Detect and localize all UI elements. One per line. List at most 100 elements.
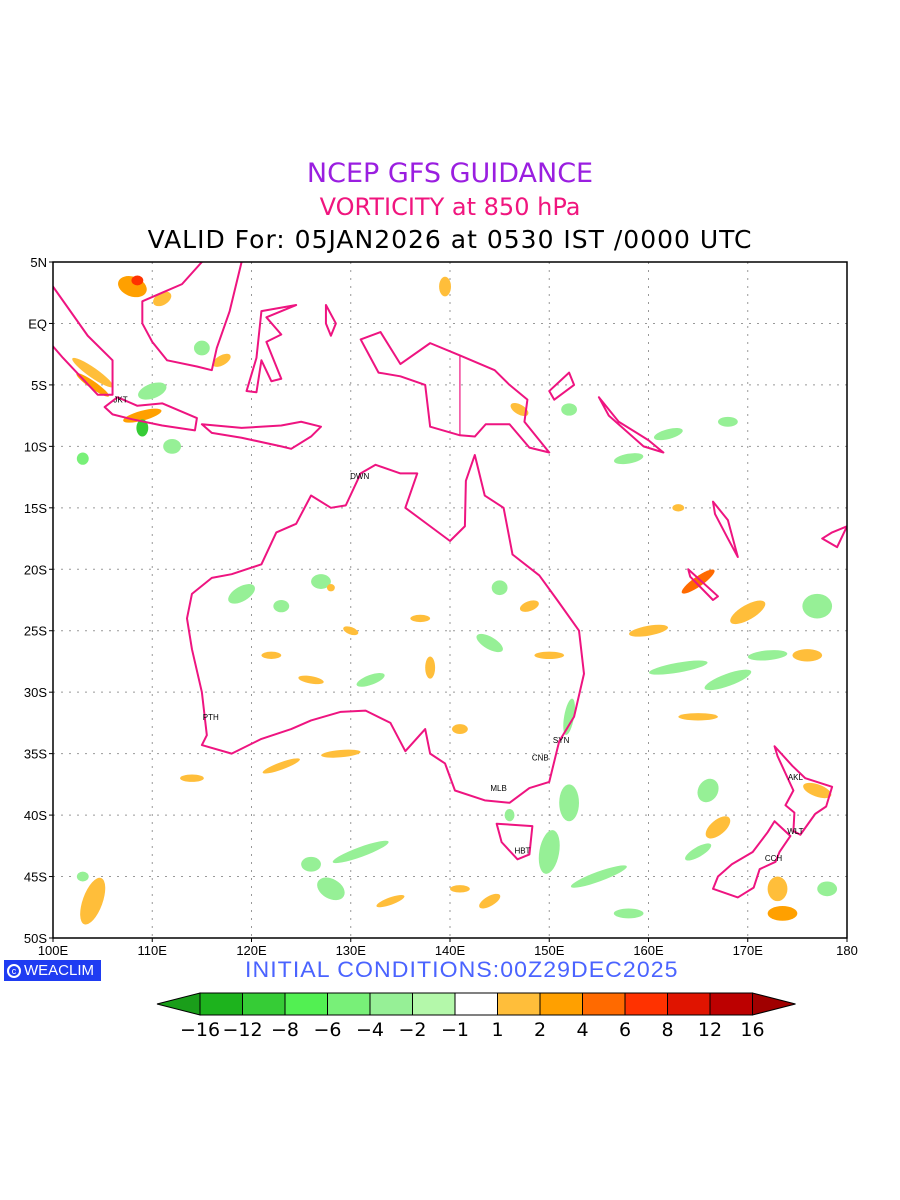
vorticity-contour	[72, 357, 114, 388]
vorticity-contour	[476, 633, 503, 653]
city-label: AKL	[788, 773, 804, 782]
city-label: JKT	[113, 396, 127, 405]
vorticity-contour	[311, 574, 331, 589]
coastline	[548, 371, 576, 401]
colorbar-label: 1	[491, 1019, 503, 1041]
colorbar-label: 6	[619, 1019, 631, 1041]
coastline	[712, 500, 739, 558]
colorbar-label: −8	[271, 1019, 299, 1041]
coastline	[773, 745, 834, 836]
coastline	[687, 568, 719, 601]
y-tick-label: 30S	[24, 685, 47, 700]
colorbar-swatch	[539, 992, 583, 1016]
coastline	[324, 304, 337, 337]
colorbar-swatch	[454, 992, 498, 1016]
y-tick-label: 35S	[24, 747, 47, 762]
colorbar-swatch	[624, 992, 668, 1016]
colorbar-label: −16	[180, 1019, 220, 1041]
y-tick-label: 25S	[24, 624, 47, 639]
vorticity-contour	[504, 808, 515, 822]
vorticity-contour	[343, 626, 359, 636]
x-tick-label: 160E	[633, 943, 664, 958]
colorbar-swatch	[582, 992, 626, 1016]
colorbar-label: −1	[441, 1019, 469, 1041]
vorticity-contour	[678, 713, 718, 721]
vorticity-contour	[298, 675, 324, 685]
vorticity-contour	[212, 353, 231, 367]
vorticity-contour	[376, 894, 405, 908]
colorbar-swatch	[412, 992, 456, 1016]
chart-subtitle: VORTICITY at 850 hPa	[319, 193, 581, 221]
vorticity-contour	[332, 840, 389, 864]
colorbar-swatch	[242, 992, 286, 1016]
city-label: WLT	[787, 827, 803, 836]
vorticity-contour	[452, 724, 468, 734]
colorbar-label: 16	[740, 1019, 764, 1041]
colorbar-swatch	[327, 992, 371, 1016]
vorticity-contour	[697, 778, 719, 803]
colorbar-label: −4	[356, 1019, 384, 1041]
vorticity-contour	[767, 906, 798, 921]
vorticity-contour	[614, 453, 644, 465]
vorticity-contour	[649, 660, 708, 675]
y-tick-label: 50S	[24, 931, 47, 946]
colorbar-label: 12	[698, 1019, 722, 1041]
logo-text: WEACLIM	[24, 962, 95, 979]
y-tick-label: EQ	[28, 316, 47, 331]
y-tick-label: 5S	[31, 378, 47, 393]
coastline	[359, 331, 551, 454]
coastline	[597, 396, 665, 454]
vorticity-contour	[491, 580, 508, 596]
city-label: CNB	[532, 753, 549, 762]
vorticity-contour	[672, 504, 685, 512]
colorbar-high-arrow	[752, 992, 796, 1016]
colorbar-label: −2	[398, 1019, 426, 1041]
coastlines	[53, 262, 847, 899]
vorticity-contour	[131, 275, 144, 286]
x-tick-label: 140E	[435, 943, 466, 958]
city-label: MLB	[490, 784, 506, 793]
vorticity-contour	[228, 584, 255, 604]
vorticity-contour	[193, 340, 210, 356]
vorticity-contour	[510, 402, 529, 417]
colorbar-label: −6	[313, 1019, 341, 1041]
vorticity-contour	[118, 276, 147, 298]
vorticity-contour	[80, 877, 106, 925]
initial-conditions: INITIAL CONDITIONS:00Z29DEC2025	[245, 957, 679, 982]
city-label: HBT	[514, 847, 530, 856]
vorticity-contour	[685, 843, 712, 861]
vorticity-contour	[767, 876, 788, 902]
vorticity-contour	[704, 669, 752, 691]
vorticity-contour	[317, 877, 345, 901]
x-tick-label: 110E	[138, 943, 168, 958]
vorticity-contour	[410, 614, 431, 623]
vorticity-contour	[136, 419, 149, 437]
vorticity-contour	[534, 651, 565, 659]
vorticity-contour	[321, 749, 361, 758]
coastline	[200, 420, 322, 450]
y-tick-label: 20S	[24, 562, 47, 577]
colorbar-swatch	[709, 992, 753, 1016]
vorticity-contour	[792, 649, 823, 662]
x-tick-label: 180	[836, 943, 858, 958]
vorticity-contour	[450, 885, 470, 893]
vorticity-contour	[718, 416, 738, 427]
vorticity-contour	[817, 881, 838, 897]
vorticity-contour	[538, 830, 560, 874]
axis-ticks: 100E 110E 120E 130E 140E 150E 160E 170E 180 5N EQ 5…	[24, 255, 858, 958]
city-labels: JKT DWN PTH SYN CNB MLB HBT AKL WLT CCH	[113, 396, 803, 863]
vorticity-contour	[326, 584, 335, 592]
coastline	[821, 525, 847, 549]
vorticity-contour	[563, 698, 575, 735]
colorbar: −16 −12 −8 −6 −4 −2 −1 1 2 4 6 8 12 16	[156, 992, 796, 1041]
colorbar-swatch	[369, 992, 413, 1016]
vorticity-contour	[559, 784, 579, 822]
vorticity-contour	[273, 599, 290, 613]
vorticity-contour	[138, 382, 167, 400]
coastline	[141, 262, 243, 372]
vorticity-contour	[262, 758, 300, 774]
y-tick-label: 15S	[24, 501, 47, 516]
vorticity-contour	[76, 373, 110, 397]
y-tick-label: 45S	[24, 870, 47, 885]
